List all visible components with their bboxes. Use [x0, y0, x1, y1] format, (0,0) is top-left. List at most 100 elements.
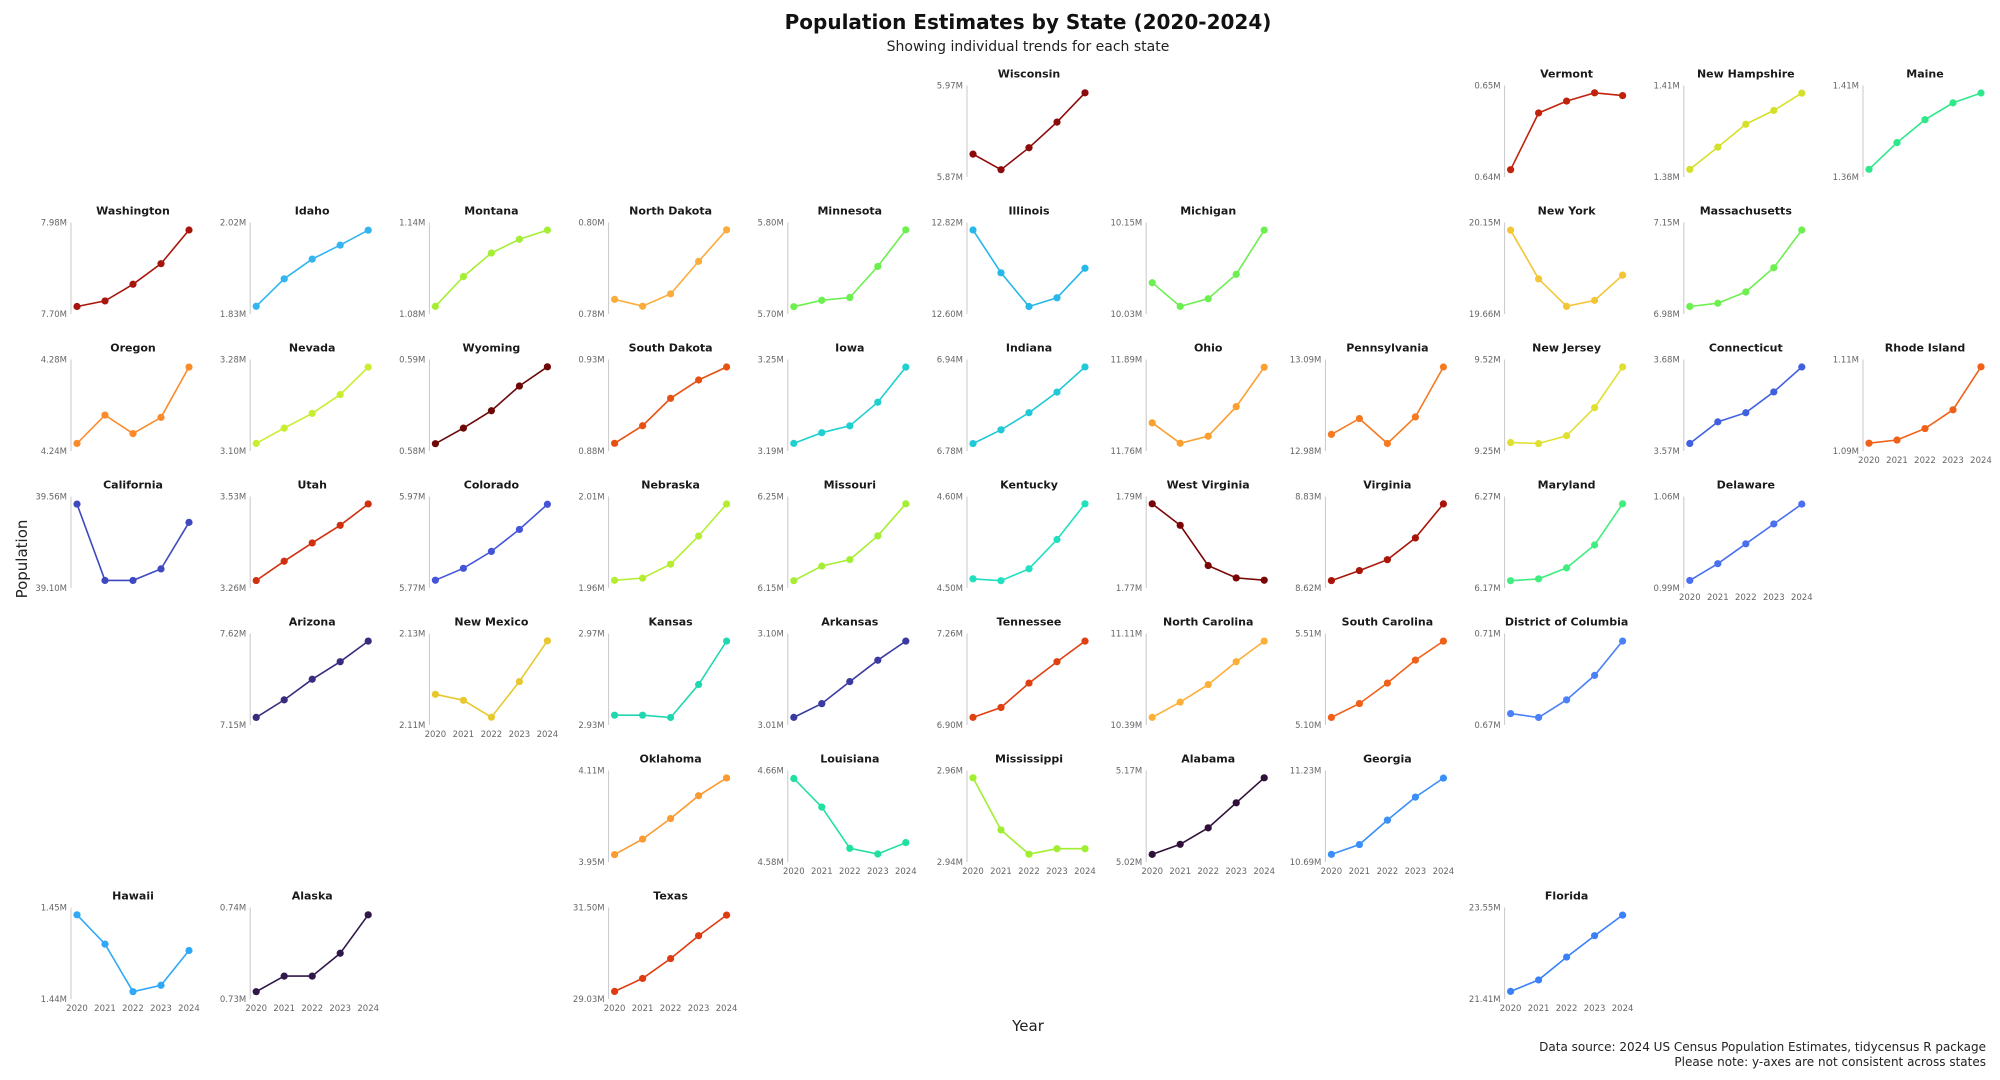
- data-point-2022: [1383, 816, 1391, 824]
- y-tick-max: 1.14M: [399, 219, 425, 229]
- data-point-2023: [1591, 404, 1599, 412]
- data-point-2024: [902, 500, 910, 508]
- y-tick-min: 8.62M: [1295, 584, 1321, 594]
- x-tick-label: 2023: [1942, 456, 1964, 466]
- panel-title: Arkansas: [821, 616, 878, 629]
- data-point-2020: [1507, 987, 1515, 995]
- data-point-2020: [252, 988, 260, 996]
- series-line: [1510, 640, 1624, 719]
- y-tick-min: 6.78M: [937, 447, 963, 457]
- data-point-2023: [515, 382, 524, 390]
- data-point-2021: [1893, 138, 1901, 147]
- panel-north-carolina: North Carolina 11.11M 10.39M: [1111, 616, 1268, 731]
- panel-title: Nevada: [289, 342, 336, 355]
- data-point-2020: [1686, 439, 1694, 448]
- y-tick-min: 1.08M: [399, 310, 425, 320]
- data-point-2021: [818, 700, 826, 708]
- y-tick-min: 12.98M: [1290, 447, 1322, 457]
- y-tick-min: 2.94M: [937, 858, 963, 868]
- data-point-2020: [431, 576, 439, 584]
- data-point-2023: [1053, 658, 1061, 666]
- series-line: [1868, 92, 1982, 170]
- data-point-2020: [73, 302, 81, 311]
- data-point-2024: [364, 226, 372, 234]
- data-point-2022: [1204, 824, 1212, 832]
- panel-title: Montana: [464, 205, 518, 218]
- x-tick-label: 2021: [990, 867, 1012, 877]
- panel-title: Idaho: [295, 205, 330, 218]
- data-point-2021: [1535, 575, 1543, 583]
- panel-title: Oklahoma: [640, 753, 702, 766]
- y-tick-max: 5.80M: [758, 219, 784, 229]
- data-point-2022: [1742, 120, 1750, 128]
- data-point-2024: [723, 500, 731, 508]
- x-tick-label: 2022: [1018, 867, 1040, 877]
- data-point-2020: [1148, 419, 1156, 427]
- y-tick-max: 9.52M: [1474, 356, 1500, 366]
- data-point-2020: [611, 850, 619, 859]
- data-point-2021: [997, 577, 1005, 585]
- panel-missouri: Missouri 6.25M 6.15M: [758, 479, 910, 594]
- data-point-2020: [790, 774, 798, 783]
- data-point-2022: [308, 409, 316, 417]
- y-tick-max: 2.13M: [399, 630, 425, 640]
- data-point-2023: [336, 658, 344, 666]
- data-point-2023: [874, 850, 882, 858]
- data-point-2024: [723, 363, 731, 371]
- data-point-2021: [1535, 713, 1543, 722]
- panel-title: North Dakota: [629, 205, 712, 218]
- x-tick-label: 2022: [1914, 456, 1936, 466]
- series-line: [1510, 366, 1624, 445]
- series-line: [793, 366, 907, 445]
- y-tick-min: 5.02M: [1116, 858, 1142, 868]
- series-line: [1689, 92, 1803, 171]
- y-tick-min: 3.10M: [220, 447, 246, 457]
- panel-iowa: Iowa 3.25M 3.19M: [758, 342, 910, 457]
- data-point-2023: [1591, 296, 1599, 304]
- panel-title: Mississippi: [995, 753, 1063, 766]
- data-point-2024: [723, 774, 731, 782]
- data-point-2023: [874, 656, 882, 664]
- panel-virginia: Virginia 8.83M 8.62M: [1295, 479, 1447, 594]
- x-tick-label: 2023: [329, 1004, 351, 1014]
- data-point-2020: [790, 713, 798, 721]
- data-point-2021: [639, 574, 647, 582]
- data-point-2024: [364, 363, 372, 371]
- data-point-2022: [1742, 540, 1750, 548]
- series-line: [76, 229, 190, 308]
- y-tick-max: 0.65M: [1474, 82, 1500, 92]
- data-point-2022: [308, 255, 316, 263]
- data-point-2022: [1025, 302, 1033, 311]
- panel-title: Illinois: [1008, 205, 1050, 218]
- data-point-2022: [487, 547, 495, 556]
- y-tick-min: 0.78M: [578, 310, 604, 320]
- data-point-2024: [902, 226, 910, 234]
- series-line: [793, 777, 907, 855]
- y-tick-max: 10.15M: [1111, 219, 1143, 229]
- data-point-2020: [1148, 850, 1156, 858]
- panel-tennessee: Tennessee 7.26M 6.90M: [937, 616, 1089, 731]
- data-point-2021: [1176, 439, 1184, 447]
- data-point-2020: [1148, 713, 1156, 721]
- series-line: [1151, 366, 1265, 445]
- data-point-2024: [1260, 637, 1268, 645]
- caption-source: Data source: 2024 US Census Population E…: [1539, 1040, 1986, 1054]
- data-point-2023: [336, 521, 344, 529]
- data-point-2021: [997, 426, 1005, 434]
- data-point-2024: [1081, 89, 1089, 97]
- data-point-2022: [846, 556, 854, 564]
- panel-title: West Virginia: [1167, 479, 1250, 492]
- x-tick-label: 2024: [1433, 867, 1455, 877]
- data-point-2022: [1921, 424, 1929, 433]
- panel-title: Oregon: [110, 342, 156, 355]
- y-tick-min: 6.15M: [758, 584, 784, 594]
- y-tick-min: 10.03M: [1111, 310, 1143, 320]
- panel-title: Massachusetts: [1700, 205, 1793, 218]
- data-point-2023: [336, 241, 344, 249]
- y-tick-max: 1.11M: [1833, 356, 1859, 366]
- series-line: [1331, 777, 1444, 856]
- data-point-2023: [1949, 406, 1957, 414]
